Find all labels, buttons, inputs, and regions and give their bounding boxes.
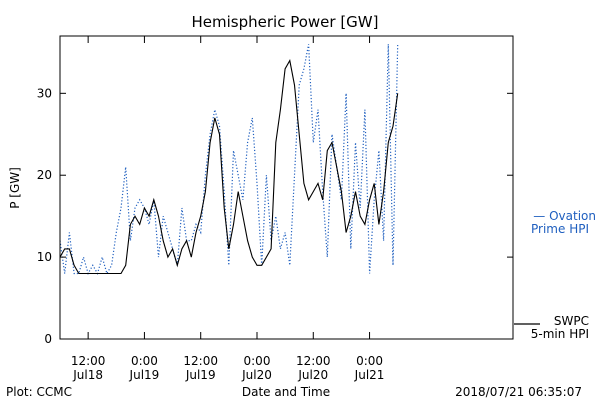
x-axis: 12:00Jul180:00Jul1912:00Jul190:00Jul2012… bbox=[71, 36, 385, 382]
x-axis-label: Date and Time bbox=[242, 385, 330, 399]
plot-timestamp: 2018/07/21 06:35:07 bbox=[455, 385, 582, 399]
y-tick-label-20: 20 bbox=[37, 168, 52, 182]
y-axis-label: P [GW] bbox=[8, 167, 22, 209]
legend-ovation-line2: Prime HPI bbox=[531, 222, 589, 236]
y-tick-label-30: 30 bbox=[37, 86, 52, 100]
x-tick-label-date-4: Jul20 bbox=[297, 368, 328, 382]
x-tick-label-time-2: 12:00 bbox=[183, 354, 218, 368]
chart-title: Hemispheric Power [GW] bbox=[192, 13, 379, 31]
plot-frame bbox=[59, 35, 514, 340]
series-ovation-prime-line bbox=[59, 44, 399, 276]
x-tick-label-time-5: 0:00 bbox=[356, 354, 383, 368]
y-axis: 0 10 20 30 bbox=[37, 86, 513, 346]
series-swpc-line bbox=[59, 59, 399, 275]
legend-ovation-line1: — Ovation bbox=[533, 209, 596, 223]
x-tick-label-time-1: 0:00 bbox=[131, 354, 158, 368]
legend-ovation: — Ovation Prime HPI bbox=[531, 209, 596, 236]
x-tick-label-date-5: Jul21 bbox=[354, 368, 385, 382]
legend-swpc-line2: 5-min HPI bbox=[531, 327, 589, 341]
y-tick-label-0: 0 bbox=[44, 332, 52, 346]
x-tick-label-date-0: Jul18 bbox=[72, 368, 103, 382]
x-tick-label-date-3: Jul20 bbox=[241, 368, 272, 382]
y-tick-label-10: 10 bbox=[37, 250, 52, 264]
x-tick-label-time-0: 12:00 bbox=[71, 354, 106, 368]
legend-swpc-line1: SWPC bbox=[554, 314, 589, 328]
x-tick-label-time-3: 0:00 bbox=[244, 354, 271, 368]
plot-area bbox=[59, 35, 514, 340]
plot-credit: Plot: CCMC bbox=[6, 385, 72, 399]
x-tick-label-time-4: 12:00 bbox=[296, 354, 331, 368]
series-group bbox=[59, 44, 399, 276]
x-tick-label-date-2: Jul19 bbox=[185, 368, 216, 382]
legend-swpc: SWPC 5-min HPI bbox=[514, 314, 589, 341]
x-tick-label-date-1: Jul19 bbox=[129, 368, 160, 382]
